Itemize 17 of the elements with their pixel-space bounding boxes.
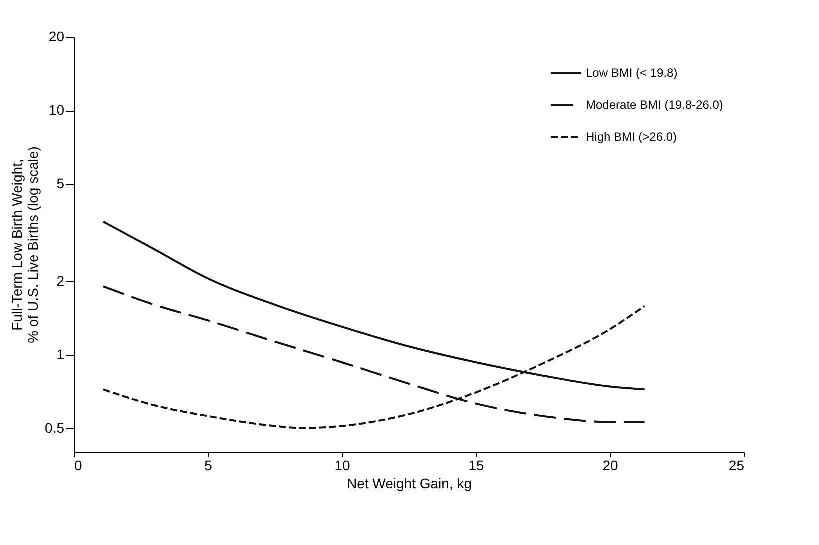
y-tick-label: 20	[48, 28, 65, 44]
x-tick-label: 25	[728, 458, 745, 474]
y-axis-title: Full-Term Low Birth Weight, % of U.S. Live Births (log scale)	[9, 146, 42, 344]
y-tick-label: 2	[56, 272, 65, 289]
x-tick-label: 5	[204, 458, 213, 474]
x-tick-label: 20	[602, 458, 618, 474]
legend-label: Moderate BMI (19.8-26.0)	[586, 98, 724, 112]
y-tick-label: 10	[48, 102, 65, 118]
y-tick-label: 5	[56, 176, 65, 192]
x-tick-label: 15	[468, 458, 484, 474]
legend-label: High BMI (>26.0)	[586, 130, 678, 144]
y-tick-label: 0.5	[45, 420, 65, 436]
x-tick-label: 10	[334, 458, 350, 474]
x-axis-title: Net Weight Gain, kg	[346, 476, 472, 492]
y-tick-label: 1	[56, 346, 65, 362]
x-tick-label: 0	[74, 458, 82, 474]
legend-label: Low BMI (< 19.8)	[586, 66, 678, 80]
